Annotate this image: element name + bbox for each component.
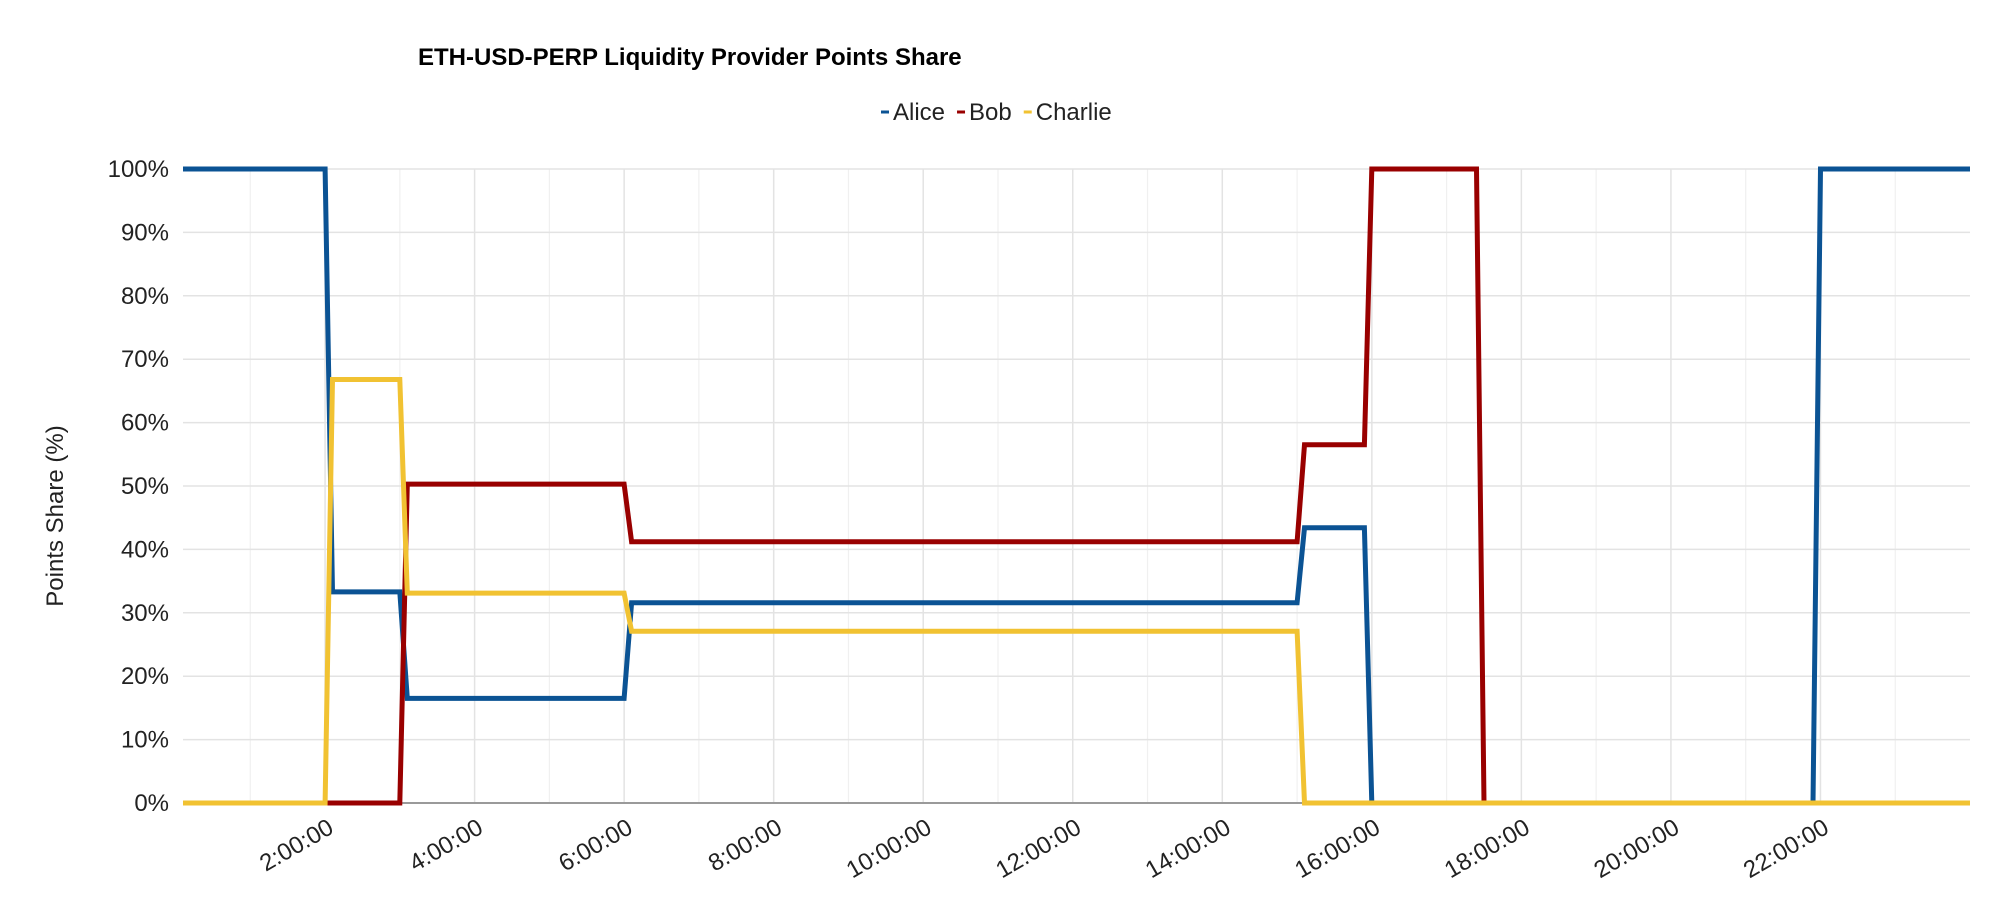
y-tick-label: 100% [108,156,169,183]
x-axis-ticks: 2:00:00 4:00:00 6:00:00 8:00:00 10:00:00 12:0… [255,814,1833,884]
series-line-charlie [183,377,1970,806]
y-tick-label: 50% [121,473,169,500]
x-tick-label: 4:00:00 [405,814,488,877]
y-tick-label: 40% [121,536,169,563]
y-tick-label: 90% [121,219,169,246]
x-tick-label: 14:00:00 [1141,814,1235,884]
y-tick-label: 60% [121,410,169,437]
legend-label-alice: Alice [893,99,945,126]
x-tick-label: 20:00:00 [1590,814,1684,884]
chart-title: ETH-USD-PERP Liquidity Provider Points S… [418,44,962,71]
legend: Alice Bob Charlie [881,99,1112,126]
legend-label-charlie: Charlie [1036,99,1112,126]
y-tick-label: 0% [134,790,169,817]
series-lines [183,166,1970,806]
legend-label-bob: Bob [969,99,1012,126]
y-axis-label: Points Share (%) [42,425,69,606]
x-tick-label: 8:00:00 [704,814,787,877]
x-tick-label: 2:00:00 [255,814,338,877]
x-tick-label: 18:00:00 [1440,814,1534,884]
x-tick-label: 10:00:00 [842,814,936,884]
x-tick-label: 12:00:00 [991,814,1085,884]
x-tick-label: 6:00:00 [554,814,637,877]
x-tick-label: 22:00:00 [1739,814,1833,884]
y-tick-label: 10% [121,727,169,754]
y-tick-label: 70% [121,346,169,373]
y-tick-label: 30% [121,600,169,627]
y-axis-ticks: 0% 10% 20% 30% 40% 50% 60% 70% 80% 90% 100% [108,156,169,817]
x-tick-label: 16:00:00 [1290,814,1384,884]
y-tick-label: 80% [121,283,169,310]
y-tick-label: 20% [121,663,169,690]
gridlines [183,168,1970,804]
